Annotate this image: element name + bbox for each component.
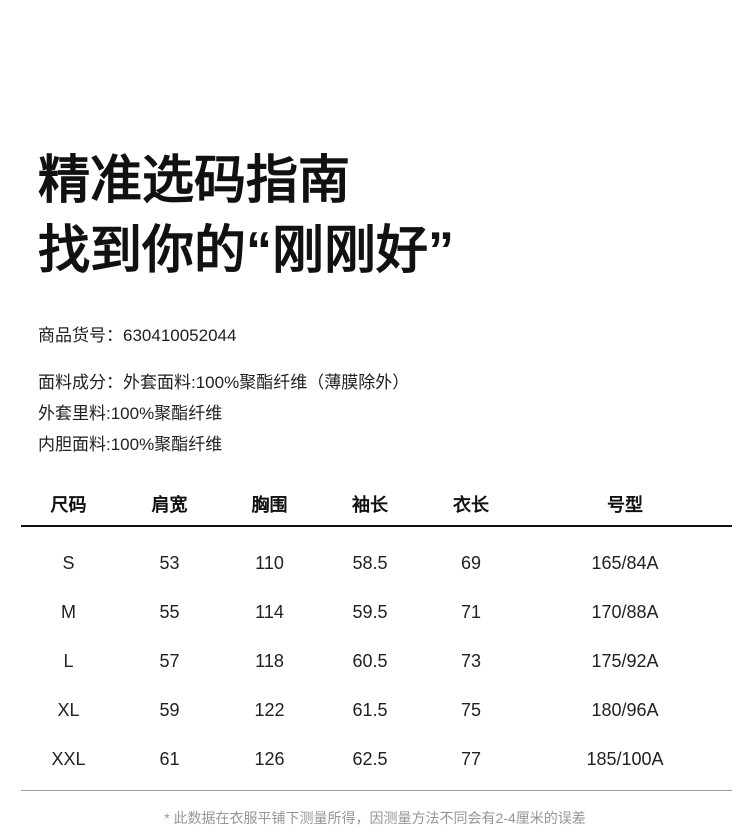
cell-size: XXL (21, 735, 116, 791)
size-table-header-row: 尺码 肩宽 胸围 袖长 衣长 号型 (21, 482, 732, 527)
fabric-line-inner-shell: 内胆面料:100%聚酯纤维 (38, 435, 223, 454)
table-row-xxl: XXL 61 126 62.5 77 185/100A (21, 735, 732, 791)
cell-type: 185/100A (518, 735, 732, 791)
page-title-line-1: 精准选码指南 (38, 152, 351, 210)
table-row-m: M 55 114 59.5 71 170/88A (21, 588, 732, 637)
page-title: 精准选码指南 找到你的“刚刚好” (38, 146, 750, 286)
cell-type: 170/88A (591, 602, 659, 622)
column-header-chest: 胸围 (223, 482, 316, 527)
cell-shoulder: 61 (116, 735, 223, 791)
cell-length: 69 (460, 553, 482, 573)
column-header-size: 尺码 (21, 482, 116, 527)
cell-type: 175/92A (591, 651, 659, 671)
cell-chest: 122 (254, 700, 285, 720)
measurement-disclaimer: * 此数据在衣服平铺下测量所得，因测量方法不同会有2-4厘米的误差 (164, 810, 586, 826)
cell-chest: 118 (255, 651, 284, 671)
cell-sleeve: 58.5 (352, 553, 388, 573)
table-row-l: L 57 118 60.5 73 175/92A (21, 637, 732, 686)
cell-shoulder: 53 (159, 553, 180, 573)
column-header-sleeve: 袖长 (316, 482, 424, 527)
column-header-type: 号型 (518, 482, 732, 527)
cell-size: XL (57, 700, 80, 720)
cell-shoulder: 59 (159, 700, 180, 720)
fabric-composition: 面料成分：外套面料:100%聚酯纤维（薄膜除外） 外套里料:100%聚酯纤维 内… (38, 367, 750, 460)
cell-chest: 126 (223, 735, 316, 791)
fabric-line-outer-lining: 外套里料:100%聚酯纤维 (38, 404, 223, 423)
cell-length: 73 (460, 651, 482, 671)
table-row-xl: XL 59 122 61.5 75 180/96A (21, 686, 732, 735)
table-row-s: S 53 110 58.5 69 165/84A (21, 526, 732, 588)
cell-type: 180/96A (591, 700, 659, 720)
cell-shoulder: 55 (159, 602, 180, 622)
column-header-length: 衣长 (424, 482, 518, 527)
cell-size: M (61, 602, 76, 622)
cell-sleeve: 61.5 (352, 700, 388, 720)
cell-sleeve: 60.5 (352, 651, 388, 671)
column-header-shoulder: 肩宽 (116, 482, 223, 527)
cell-type: 165/84A (591, 553, 659, 573)
cell-sleeve: 59.5 (352, 602, 388, 622)
cell-chest: 114 (255, 602, 284, 622)
cell-size: S (62, 553, 75, 573)
cell-shoulder: 57 (159, 651, 180, 671)
cell-size: L (63, 651, 74, 671)
fabric-line-outer-shell: 面料成分：外套面料:100%聚酯纤维（薄膜除外） (38, 373, 410, 392)
cell-length: 75 (460, 700, 482, 720)
cell-sleeve: 62.5 (316, 735, 424, 791)
product-number-label: 商品货号： (38, 326, 123, 345)
cell-length: 77 (424, 735, 518, 791)
product-number-line: 商品货号：630410052044 (38, 326, 750, 346)
page-title-line-2: 找到你的“刚刚好” (38, 222, 455, 280)
cell-chest: 110 (255, 553, 284, 573)
cell-length: 71 (460, 602, 482, 622)
size-table: 尺码 肩宽 胸围 袖长 衣长 号型 S 53 110 58.5 69 165/8… (21, 482, 732, 791)
product-number-value: 630410052044 (123, 326, 237, 345)
